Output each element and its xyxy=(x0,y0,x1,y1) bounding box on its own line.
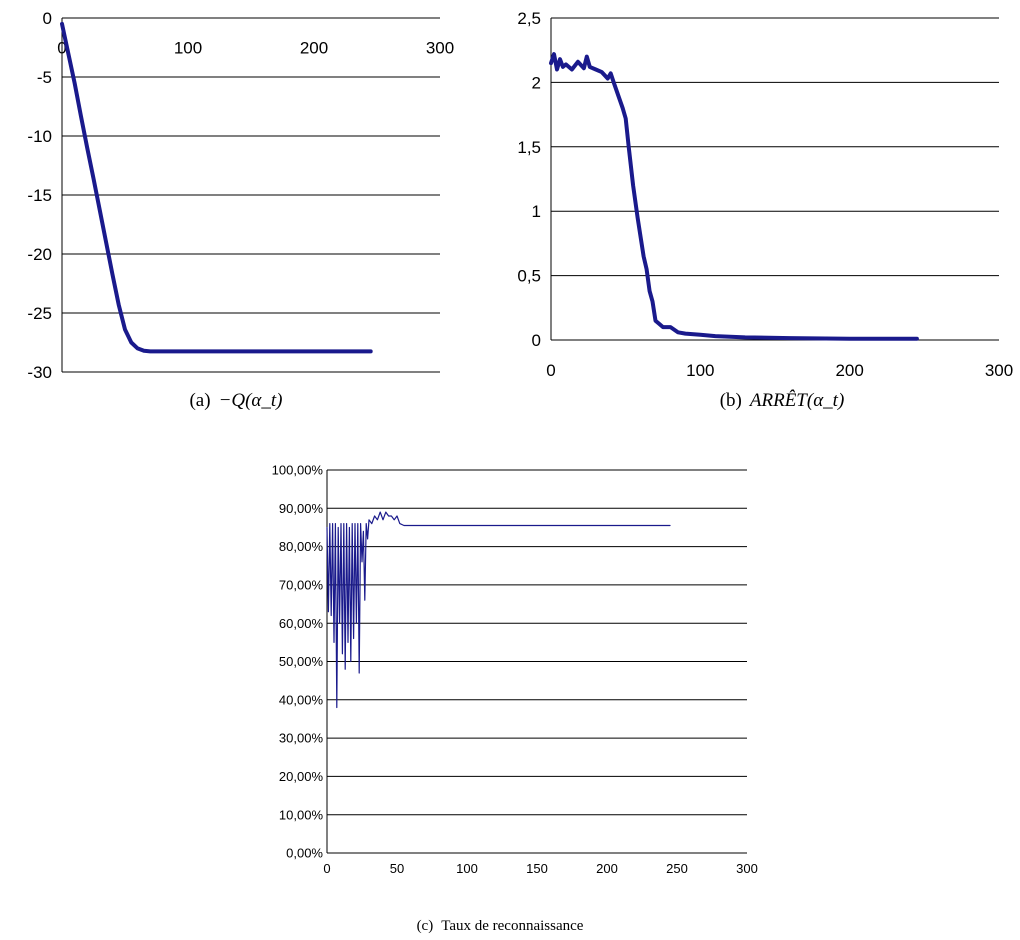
y-tick-label: -30 xyxy=(27,363,52,382)
x-tick-label: 100 xyxy=(686,361,714,380)
x-tick-label: 300 xyxy=(985,361,1013,380)
chart-caption: (b) ARRÊT(α_t) xyxy=(720,389,845,411)
y-tick-label: 10,00% xyxy=(279,807,324,822)
y-tick-label: 0 xyxy=(43,9,52,28)
x-tick-label: 0 xyxy=(323,861,330,876)
y-tick-label: 0,00% xyxy=(286,846,323,861)
caption-label: (b) xyxy=(720,390,742,411)
y-tick-label: 1 xyxy=(532,202,541,221)
y-tick-label: 100,00% xyxy=(272,463,324,478)
chart-1: 0 -5 -10 -15 -20 -25 -30 0 100 200 300 (a) −Q(α_t) xyxy=(27,9,454,411)
y-tick-label: 0 xyxy=(532,331,541,350)
series-line xyxy=(549,52,919,341)
x-tick-label: 200 xyxy=(596,861,618,876)
y-tick-label: -10 xyxy=(27,127,52,146)
x-tick-label: 100 xyxy=(174,39,202,58)
y-tick-label: 70,00% xyxy=(279,577,324,592)
y-tick-label: 2,5 xyxy=(517,9,541,28)
y-tick-label: 30,00% xyxy=(279,731,324,746)
chart-caption: (c) Taux de reconnaissance xyxy=(417,918,584,934)
caption-label: (a) xyxy=(189,390,210,411)
series-line xyxy=(326,511,671,709)
y-tick-label: 90,00% xyxy=(279,501,324,516)
y-tick-label: 50,00% xyxy=(279,654,324,669)
x-tick-label: 200 xyxy=(300,39,328,58)
x-tick-label: 150 xyxy=(526,861,548,876)
caption-text: −Q(α_t) xyxy=(219,390,283,411)
y-tick-label: 80,00% xyxy=(279,539,324,554)
chart-caption: (a) −Q(α_t) xyxy=(189,390,282,411)
x-tick-label: 200 xyxy=(835,361,863,380)
y-tick-label: -25 xyxy=(27,304,52,323)
chart-2: 0 0,5 1 1,5 2 2,5 0 100 200 300 (b) ARRÊT(α_t) xyxy=(517,9,1013,411)
x-tick-label: 50 xyxy=(390,861,404,876)
x-tick-label: 300 xyxy=(736,861,758,876)
x-tick-label: 0 xyxy=(57,39,66,58)
x-tick-label: 300 xyxy=(426,39,454,58)
y-tick-label: 40,00% xyxy=(279,692,324,707)
chart-3: 0,00% 10,00% 20,00% 30,00% 40,00% 50,00% 60,00… xyxy=(272,463,758,934)
x-tick-label: 250 xyxy=(666,861,688,876)
series-line xyxy=(60,21,373,354)
x-tick-label: 0 xyxy=(546,361,555,380)
caption-text: ARRÊT(α_t) xyxy=(748,389,844,411)
y-tick-label: -20 xyxy=(27,245,52,264)
y-tick-label: 2 xyxy=(532,73,541,92)
y-tick-label: -15 xyxy=(27,186,52,205)
y-tick-label: 0,5 xyxy=(517,267,541,286)
x-tick-label: 100 xyxy=(456,861,478,876)
caption-text: Taux de reconnaissance xyxy=(441,918,584,934)
y-tick-label: 60,00% xyxy=(279,616,324,631)
caption-label: (c) xyxy=(417,918,434,934)
y-tick-label: -5 xyxy=(37,68,52,87)
y-tick-label: 1,5 xyxy=(517,138,541,157)
y-tick-label: 20,00% xyxy=(279,769,324,784)
